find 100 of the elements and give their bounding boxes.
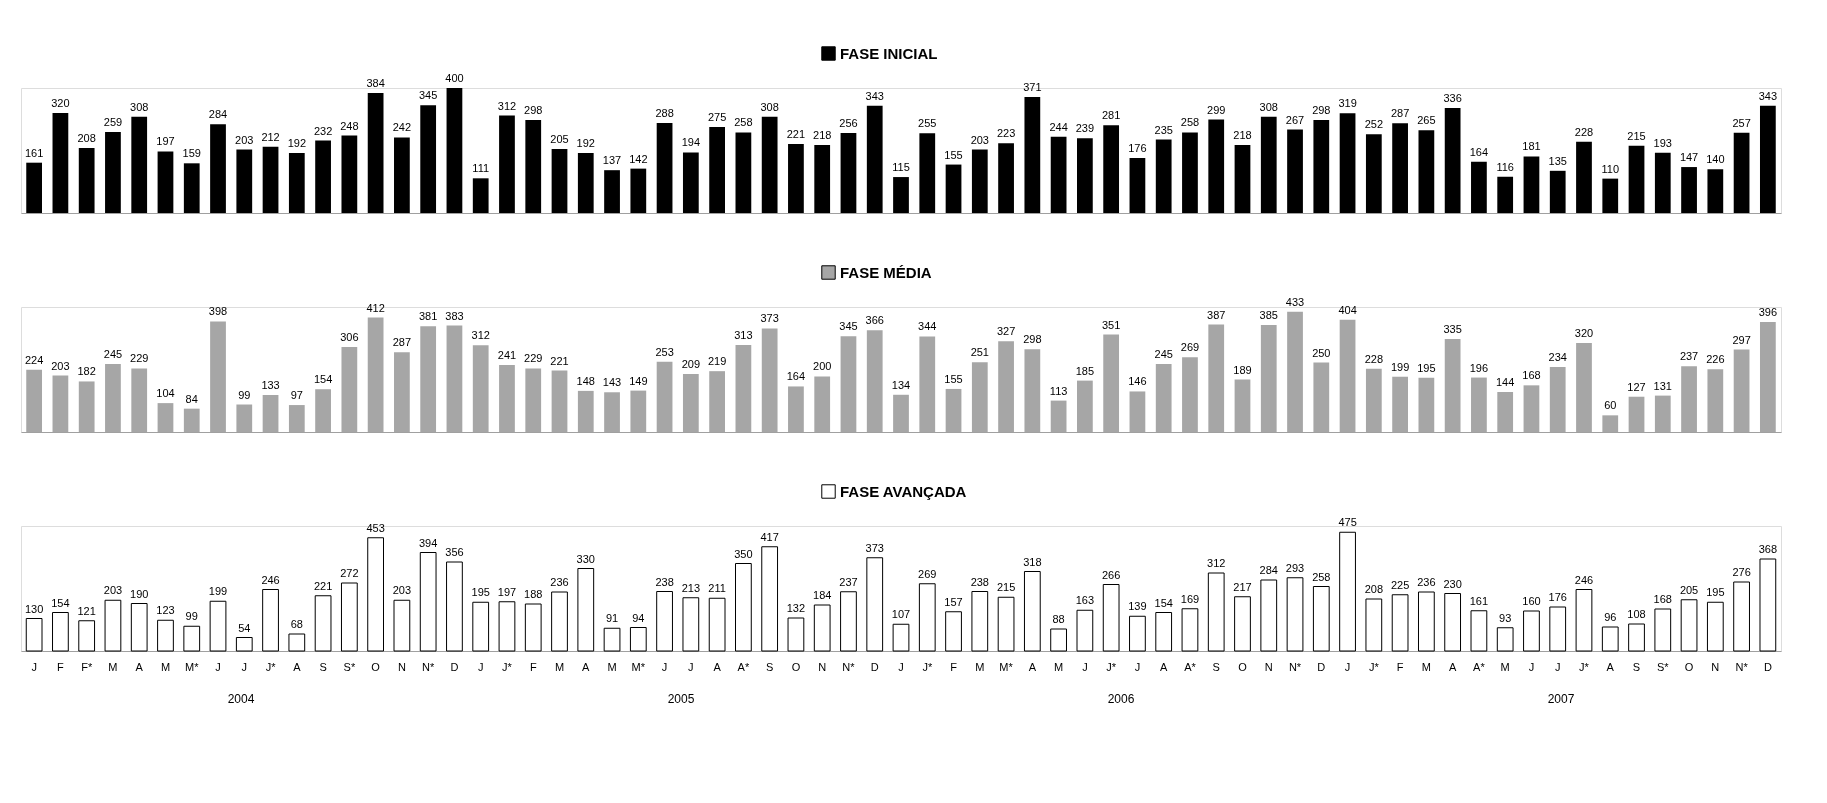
data-label: 366 bbox=[865, 314, 884, 327]
data-label: 230 bbox=[1443, 577, 1462, 590]
data-label: 228 bbox=[1364, 352, 1384, 365]
data-label: 433 bbox=[1285, 295, 1305, 308]
data-label: 404 bbox=[1338, 303, 1357, 316]
x-tick-label: A* bbox=[1473, 660, 1486, 673]
data-label: 396 bbox=[1758, 306, 1778, 318]
bar bbox=[105, 132, 121, 213]
x-tick-label: J bbox=[241, 660, 248, 673]
data-label: 188 bbox=[524, 588, 543, 600]
data-label: 297 bbox=[1732, 333, 1751, 346]
bar bbox=[998, 143, 1014, 213]
bar bbox=[735, 132, 752, 213]
data-label: 239 bbox=[1075, 122, 1095, 135]
data-label: 318 bbox=[1023, 555, 1042, 568]
bar bbox=[945, 164, 962, 213]
bar bbox=[1182, 132, 1198, 213]
bar bbox=[26, 162, 43, 213]
data-label: 94 bbox=[632, 611, 645, 624]
x-tick-label: N* bbox=[1288, 660, 1302, 673]
data-label: 110 bbox=[1601, 162, 1620, 175]
bar bbox=[813, 604, 831, 652]
bar bbox=[551, 148, 568, 213]
x-tick-label: M bbox=[607, 660, 617, 673]
bar bbox=[997, 596, 1015, 652]
data-label: 246 bbox=[1574, 573, 1594, 586]
bar bbox=[1077, 138, 1093, 213]
data-label: 144 bbox=[1496, 376, 1515, 388]
bar bbox=[577, 568, 595, 652]
data-label: 330 bbox=[576, 552, 595, 565]
data-label: 203 bbox=[235, 133, 254, 146]
bar bbox=[130, 603, 148, 652]
x-tick-label: J* bbox=[502, 660, 513, 673]
x-tick-label: A bbox=[1028, 660, 1037, 673]
bar bbox=[1365, 134, 1382, 213]
bar bbox=[1181, 608, 1199, 652]
data-label: 215 bbox=[996, 581, 1016, 594]
bar bbox=[1391, 594, 1409, 652]
x-tick-label: S bbox=[1212, 660, 1220, 673]
data-label: 232 bbox=[313, 124, 333, 137]
bar bbox=[1576, 141, 1592, 213]
data-label: 104 bbox=[156, 387, 175, 400]
bar bbox=[1654, 608, 1672, 652]
data-label: 164 bbox=[786, 370, 806, 383]
bar bbox=[367, 93, 384, 213]
bar bbox=[893, 177, 909, 213]
data-label: 132 bbox=[786, 602, 806, 614]
bar bbox=[604, 170, 620, 213]
bar bbox=[52, 113, 69, 213]
data-label: 218 bbox=[813, 128, 832, 141]
bar bbox=[971, 591, 989, 652]
data-label: 84 bbox=[185, 392, 198, 405]
data-label: 320 bbox=[1574, 327, 1594, 340]
data-label: 113 bbox=[1049, 384, 1068, 397]
data-label: 252 bbox=[1364, 118, 1384, 131]
data-label: 189 bbox=[1233, 363, 1252, 376]
data-label: 195 bbox=[1417, 361, 1436, 374]
data-label: 221 bbox=[786, 127, 806, 140]
text: 2004 bbox=[227, 692, 255, 706]
data-label: 184 bbox=[813, 589, 832, 601]
data-label: 192 bbox=[287, 137, 306, 149]
x-tick-label: N* bbox=[842, 660, 856, 673]
bar bbox=[1312, 586, 1330, 652]
data-label: 248 bbox=[340, 119, 359, 132]
data-label: 298 bbox=[1312, 103, 1331, 116]
data-label: 208 bbox=[1364, 583, 1384, 595]
data-label: 203 bbox=[970, 133, 989, 146]
data-label: 255 bbox=[918, 117, 937, 130]
data-label: 93 bbox=[1499, 611, 1512, 624]
bar bbox=[446, 88, 463, 213]
x-tick-label: A bbox=[713, 660, 722, 673]
bar bbox=[1365, 598, 1383, 652]
data-label: 306 bbox=[340, 331, 359, 343]
bar bbox=[498, 601, 516, 652]
x-tick-label: N bbox=[818, 660, 827, 673]
bar bbox=[1654, 152, 1671, 213]
data-label: 293 bbox=[1285, 561, 1305, 574]
data-label: 453 bbox=[366, 521, 385, 534]
data-label: 258 bbox=[1180, 116, 1200, 129]
x-tick-label: J bbox=[1344, 660, 1351, 673]
bar bbox=[1444, 593, 1462, 652]
bar bbox=[340, 582, 358, 652]
bar bbox=[1129, 158, 1146, 213]
bar bbox=[1207, 572, 1225, 652]
data-label: 267 bbox=[1285, 113, 1305, 126]
data-label: 385 bbox=[1259, 309, 1278, 322]
data-label: 154 bbox=[51, 596, 70, 609]
bar bbox=[131, 116, 148, 213]
data-label: 155 bbox=[944, 148, 963, 161]
bar bbox=[288, 153, 305, 213]
x-tick-label: A bbox=[135, 660, 144, 673]
text: 2005 bbox=[667, 692, 695, 706]
bar bbox=[341, 135, 358, 213]
data-label: 308 bbox=[130, 100, 149, 113]
data-label: 137 bbox=[602, 154, 622, 167]
data-label: 253 bbox=[655, 345, 674, 358]
data-label: 193 bbox=[1653, 136, 1672, 149]
bar bbox=[1286, 577, 1304, 652]
x-tick-label: F* bbox=[81, 660, 93, 673]
data-label: 244 bbox=[1049, 120, 1068, 133]
